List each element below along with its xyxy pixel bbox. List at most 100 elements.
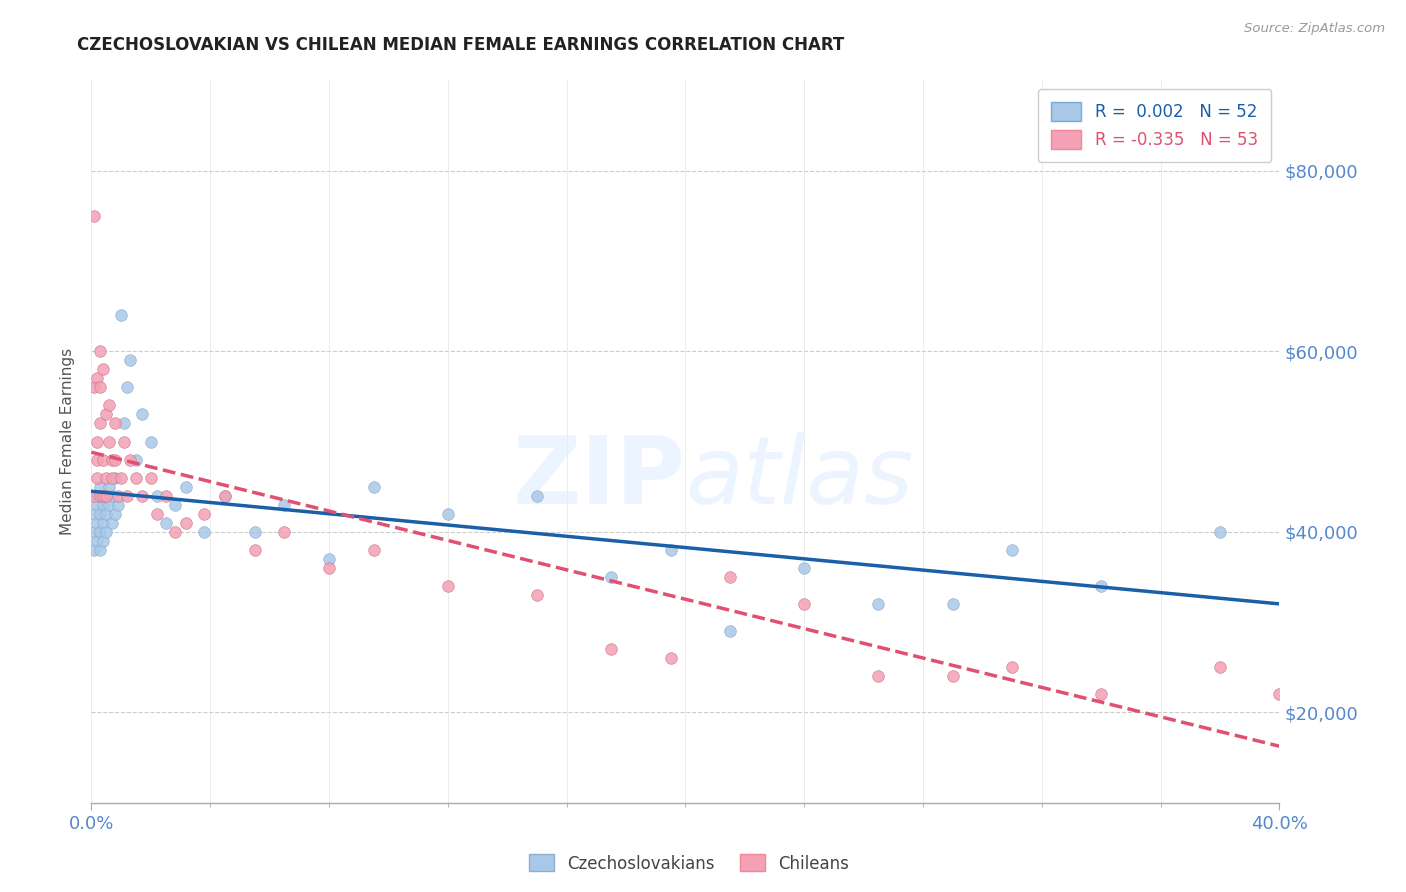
Point	[600, 642, 623, 657]
Point	[115, 380, 138, 394]
Point	[793, 561, 815, 575]
Point	[659, 651, 682, 665]
Point	[318, 552, 340, 566]
Point	[118, 353, 141, 368]
Point	[83, 380, 105, 394]
Point	[363, 480, 385, 494]
Point	[214, 489, 236, 503]
Point	[96, 489, 118, 503]
Point	[96, 507, 118, 521]
Point	[86, 371, 108, 385]
Point	[110, 308, 132, 322]
Text: atlas: atlas	[685, 432, 914, 524]
Point	[83, 542, 105, 557]
Point	[86, 489, 108, 503]
Point	[131, 489, 153, 503]
Point	[942, 597, 965, 611]
Point	[131, 408, 153, 422]
Point	[793, 597, 815, 611]
Point	[176, 480, 198, 494]
Point	[101, 489, 124, 503]
Point	[1209, 524, 1232, 539]
Point	[139, 434, 162, 449]
Point	[214, 489, 236, 503]
Point	[98, 480, 121, 494]
Text: ZIP: ZIP	[513, 432, 685, 524]
Point	[86, 516, 108, 530]
Point	[273, 524, 295, 539]
Point	[91, 362, 114, 376]
Point	[112, 417, 135, 431]
Point	[89, 507, 111, 521]
Point	[868, 597, 890, 611]
Point	[89, 524, 111, 539]
Point	[155, 489, 177, 503]
Point	[96, 470, 118, 484]
Point	[96, 408, 118, 422]
Point	[101, 452, 124, 467]
Point	[112, 434, 135, 449]
Point	[104, 452, 127, 467]
Point	[96, 524, 118, 539]
Point	[89, 417, 111, 431]
Point	[118, 452, 141, 467]
Point	[1001, 660, 1024, 674]
Point	[107, 498, 129, 512]
Point	[363, 542, 385, 557]
Point	[193, 524, 215, 539]
Point	[83, 489, 105, 503]
Point	[526, 489, 548, 503]
Point	[1090, 579, 1112, 593]
Point	[1001, 542, 1024, 557]
Point	[89, 489, 111, 503]
Point	[273, 498, 295, 512]
Point	[86, 434, 108, 449]
Legend: Czechoslovakians, Chileans: Czechoslovakians, Chileans	[522, 847, 856, 880]
Point	[104, 507, 127, 521]
Legend: R =  0.002   N = 52, R = -0.335   N = 53: R = 0.002 N = 52, R = -0.335 N = 53	[1038, 88, 1271, 162]
Point	[86, 470, 108, 484]
Point	[139, 470, 162, 484]
Point	[86, 452, 108, 467]
Point	[89, 344, 111, 359]
Point	[98, 498, 121, 512]
Point	[91, 452, 114, 467]
Point	[98, 434, 121, 449]
Point	[96, 489, 118, 503]
Point	[193, 507, 215, 521]
Point	[942, 669, 965, 683]
Point	[1209, 660, 1232, 674]
Point	[91, 516, 114, 530]
Text: Source: ZipAtlas.com: Source: ZipAtlas.com	[1244, 22, 1385, 36]
Point	[89, 542, 111, 557]
Point	[86, 533, 108, 548]
Point	[104, 470, 127, 484]
Point	[145, 507, 167, 521]
Point	[115, 489, 138, 503]
Point	[436, 507, 458, 521]
Point	[101, 516, 124, 530]
Point	[83, 524, 105, 539]
Point	[176, 516, 198, 530]
Point	[436, 579, 458, 593]
Point	[98, 398, 121, 412]
Point	[868, 669, 890, 683]
Point	[600, 570, 623, 584]
Point	[91, 533, 114, 548]
Point	[83, 507, 105, 521]
Point	[101, 470, 124, 484]
Point	[1090, 687, 1112, 701]
Y-axis label: Median Female Earnings: Median Female Earnings	[60, 348, 76, 535]
Point	[91, 489, 114, 503]
Point	[125, 470, 148, 484]
Point	[125, 452, 148, 467]
Point	[526, 588, 548, 602]
Point	[243, 524, 266, 539]
Point	[718, 570, 741, 584]
Point	[718, 624, 741, 639]
Point	[659, 542, 682, 557]
Point	[89, 480, 111, 494]
Point	[107, 489, 129, 503]
Point	[163, 498, 186, 512]
Point	[110, 470, 132, 484]
